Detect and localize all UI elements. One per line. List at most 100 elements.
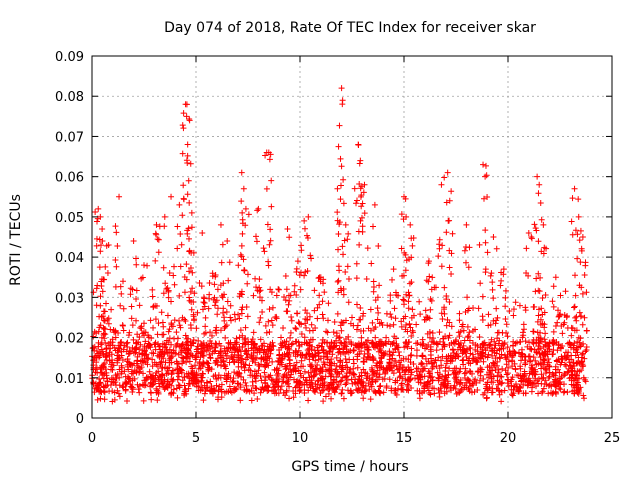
data-point <box>239 209 246 216</box>
data-point <box>488 336 495 343</box>
data-point <box>147 389 154 396</box>
data-point <box>477 280 484 287</box>
data-point <box>273 315 280 322</box>
data-point <box>284 350 291 357</box>
data-point <box>307 336 314 343</box>
data-point <box>570 359 577 366</box>
data-point <box>312 357 319 364</box>
data-point <box>581 314 588 321</box>
data-point <box>92 209 99 216</box>
data-point <box>248 345 255 352</box>
data-point <box>275 390 282 397</box>
data-point <box>219 294 226 301</box>
data-point <box>256 319 263 326</box>
data-point <box>386 351 393 358</box>
data-point <box>124 344 131 351</box>
data-point <box>477 372 484 379</box>
data-point <box>256 288 263 295</box>
data-point <box>188 209 195 216</box>
data-point <box>191 290 198 297</box>
data-point <box>446 298 453 305</box>
data-point <box>578 367 585 374</box>
data-point <box>518 346 525 353</box>
data-point <box>305 345 312 352</box>
data-point <box>250 349 257 356</box>
data-point <box>239 216 246 223</box>
data-point <box>268 203 275 210</box>
data-point <box>556 369 563 376</box>
data-point <box>141 377 148 384</box>
data-point <box>208 366 215 373</box>
x-tick-label: 20 <box>500 431 517 446</box>
data-point <box>369 339 376 346</box>
data-point <box>157 343 164 350</box>
data-point <box>316 370 323 377</box>
data-point <box>339 386 346 393</box>
data-point <box>131 367 138 374</box>
data-point <box>273 292 280 299</box>
data-point <box>291 282 298 289</box>
data-point <box>550 347 557 354</box>
data-point <box>186 235 193 242</box>
data-point <box>347 387 354 394</box>
data-point <box>581 395 588 402</box>
data-point <box>112 257 119 264</box>
data-point <box>474 368 481 375</box>
data-point <box>124 356 131 363</box>
data-point <box>560 321 567 328</box>
data-point <box>203 385 210 392</box>
data-point <box>113 263 120 270</box>
data-point <box>241 387 248 394</box>
data-point <box>221 389 228 396</box>
data-point <box>301 389 308 396</box>
data-point <box>265 347 272 354</box>
data-point <box>179 377 186 384</box>
data-point <box>402 377 409 384</box>
data-point <box>114 370 121 377</box>
data-point <box>365 344 372 351</box>
data-point <box>318 343 325 350</box>
data-point <box>190 336 197 343</box>
data-point <box>146 368 153 375</box>
data-point <box>373 370 380 377</box>
data-point <box>155 249 162 256</box>
data-point <box>298 247 305 254</box>
data-point <box>190 299 197 306</box>
data-point <box>580 392 587 399</box>
data-point <box>483 394 490 401</box>
data-point <box>255 367 262 374</box>
data-point <box>572 314 579 321</box>
data-point <box>552 274 559 281</box>
data-point <box>358 340 365 347</box>
data-point <box>415 365 422 372</box>
data-point <box>532 368 539 375</box>
data-point <box>334 278 341 285</box>
data-point <box>404 328 411 335</box>
data-point <box>293 291 300 298</box>
data-point <box>129 377 136 384</box>
data-point <box>441 174 448 181</box>
data-point <box>277 386 284 393</box>
data-point <box>530 354 537 361</box>
data-point <box>410 360 417 367</box>
data-point <box>446 264 453 271</box>
data-point <box>531 371 538 378</box>
data-point <box>515 349 522 356</box>
data-point <box>389 276 396 283</box>
data-point <box>476 333 483 340</box>
x-axis-label: GPS time / hours <box>291 459 408 475</box>
data-point <box>186 375 193 382</box>
data-point <box>396 365 403 372</box>
data-point <box>374 316 381 323</box>
data-point <box>261 248 268 255</box>
data-point <box>184 350 191 357</box>
data-point <box>202 329 209 336</box>
data-point <box>505 376 512 383</box>
data-point <box>419 342 426 349</box>
data-point <box>441 284 448 291</box>
data-point <box>442 372 449 379</box>
data-point <box>575 334 582 341</box>
data-point <box>306 339 313 346</box>
data-point <box>100 324 107 331</box>
data-point <box>318 377 325 384</box>
